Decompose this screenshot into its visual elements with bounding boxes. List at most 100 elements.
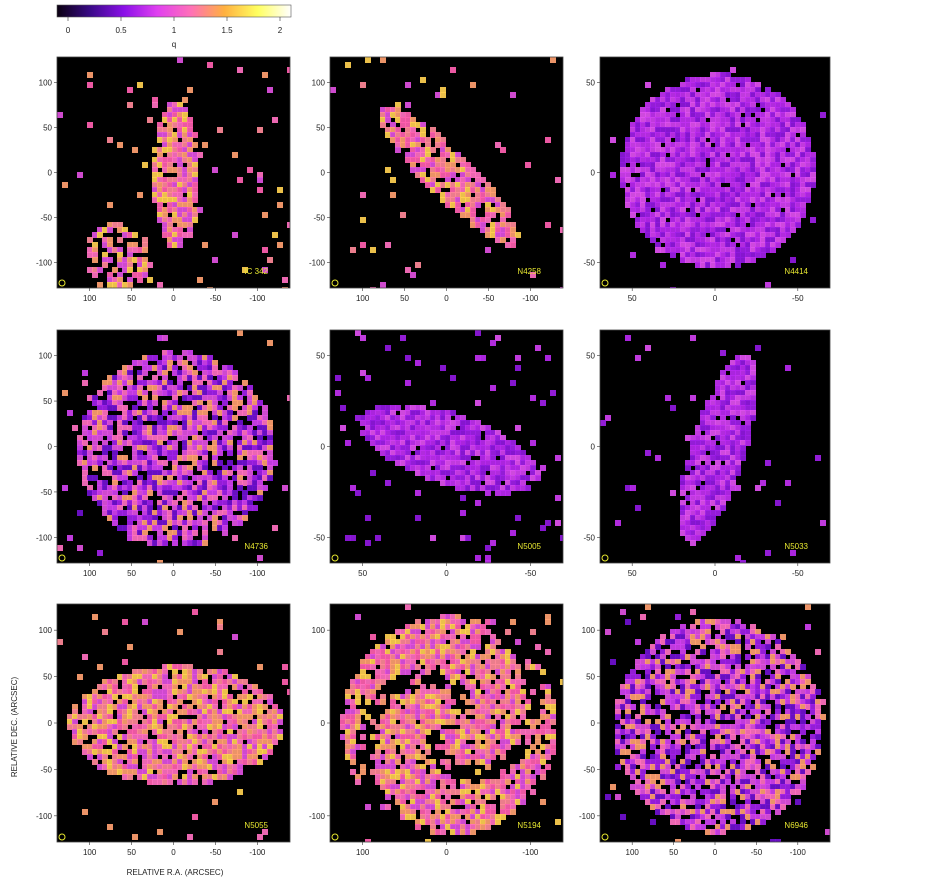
x-tick-label: -50 [210,569,222,578]
colorbar-tick: 1.5 [221,26,233,35]
colorbar-ticks: 0 0.5 1 1.5 2 [66,17,283,35]
emission-map [57,609,290,840]
x-tick-label: 50 [400,294,409,303]
galaxy-panel: N4736 100 50 0 -50 -100 100 50 0 -50 -100 [36,329,291,578]
galaxy-name: IC 342 [244,267,268,276]
beam-icon [58,833,66,841]
galaxy-panel: N5055 100 50 0 -50 -100 100 50 0 -50 -100 [36,603,291,857]
x-tick-label: 0 [713,294,718,303]
x-tick-label: -100 [522,848,539,857]
x-tick-label: 0 [444,294,449,303]
beam-icon [58,279,66,287]
x-tick-label: 50 [669,848,678,857]
beam-icon [601,833,609,841]
emission-map [600,335,826,563]
x-tick-label: 100 [83,569,97,578]
galaxy-panel: N5033 50 0 -50 50 0 -50 [583,329,831,578]
x-tick-label: 100 [83,294,97,303]
y-tick-label: 0 [591,169,596,178]
galaxy-name: N5033 [784,542,808,551]
y-tick-label: 0 [321,719,326,728]
y-tick-label: -100 [36,812,53,821]
y-tick-label: -50 [40,765,52,774]
y-tick-label: 0 [48,719,53,728]
colorbar-tick: 2 [278,26,283,35]
galaxy-name: N5005 [517,542,541,551]
y-tick-label: -50 [40,214,52,223]
x-tick-label: 0 [171,848,176,857]
x-tick-label: -50 [751,848,763,857]
y-tick-label: -50 [313,214,325,223]
y-tick-label: 50 [43,397,52,406]
y-tick-label: 50 [586,78,595,87]
x-tick-label: -100 [790,848,807,857]
emission-map [610,67,826,288]
emission-map [340,604,563,842]
beam-icon [331,279,339,287]
y-tick-label: -50 [313,533,325,542]
galaxy-name: N4736 [244,542,268,551]
y-tick-label: -50 [583,259,595,268]
x-tick-label: -100 [249,848,266,857]
y-tick-label: 50 [586,673,595,682]
galaxy-name: N4414 [784,267,808,276]
colorbar-label: q [172,40,176,49]
y-tick-label: 100 [39,78,53,87]
galaxy-panel: IC 342 100 50 0 -50 -100 100 50 0 -50 -100 [36,56,291,303]
emission-map [57,330,290,563]
y-tick-label: 50 [43,123,52,132]
x-tick-label: 50 [358,569,367,578]
y-tick-label: 100 [312,626,326,635]
y-tick-label: 50 [316,352,325,361]
y-tick-label: -100 [36,533,53,542]
x-tick-label: 100 [83,848,97,857]
x-tick-label: 100 [356,294,370,303]
ra-axis-label: RELATIVE R.A. (ARCSEC) [127,868,224,877]
y-tick-label: 50 [586,352,595,361]
x-tick-label: 50 [628,294,637,303]
x-tick-label: 0 [444,569,449,578]
colorbar-gradient [56,4,292,18]
galaxy-name: N5194 [517,821,541,830]
y-tick-label: 50 [43,673,52,682]
x-tick-label: -50 [210,848,222,857]
y-tick-label: 100 [312,78,326,87]
galaxy-name: N6946 [784,821,808,830]
x-tick-label: -100 [249,294,266,303]
galaxy-panel: N5194 100 0 -100 100 0 -100 [309,603,564,857]
x-tick-label: -50 [792,569,804,578]
galaxy-panel: N6946 100 50 0 -50 -100 100 50 0 -50 -100 [579,603,831,857]
y-tick-label: -50 [40,488,52,497]
galaxy-panel: N4414 50 0 -50 50 0 -50 [583,56,831,303]
beam-icon [331,554,339,562]
emission-map [605,604,830,842]
y-tick-label: -100 [309,259,326,268]
dec-axis-label: RELATIVE DEC. (ARCSEC) [10,677,19,778]
x-tick-label: -50 [525,569,537,578]
galaxy-panel: N5005 50 0 -50 50 0 -50 [313,329,564,578]
galaxy-name: N4258 [517,267,541,276]
beam-icon [601,554,609,562]
x-tick-label: 100 [356,848,370,857]
x-tick-label: -100 [249,569,266,578]
y-tick-label: -100 [36,259,53,268]
y-tick-label: 100 [582,626,596,635]
x-tick-label: 0 [171,569,176,578]
beam-icon [331,833,339,841]
colorbar-tick: 0 [66,26,71,35]
colorbar-tick: 0.5 [115,26,127,35]
y-tick-label: 0 [48,169,53,178]
y-tick-label: 0 [48,443,53,452]
emission-map [330,57,563,288]
emission-map [335,330,563,563]
x-tick-label: -100 [522,294,539,303]
colorbar-tick: 1 [172,26,177,35]
x-tick-label: 0 [713,848,718,857]
y-tick-label: 0 [321,169,326,178]
x-tick-label: 0 [713,569,718,578]
beam-icon [601,279,609,287]
x-tick-label: 100 [626,848,640,857]
y-tick-label: 0 [321,443,326,452]
y-tick-label: 0 [591,443,596,452]
